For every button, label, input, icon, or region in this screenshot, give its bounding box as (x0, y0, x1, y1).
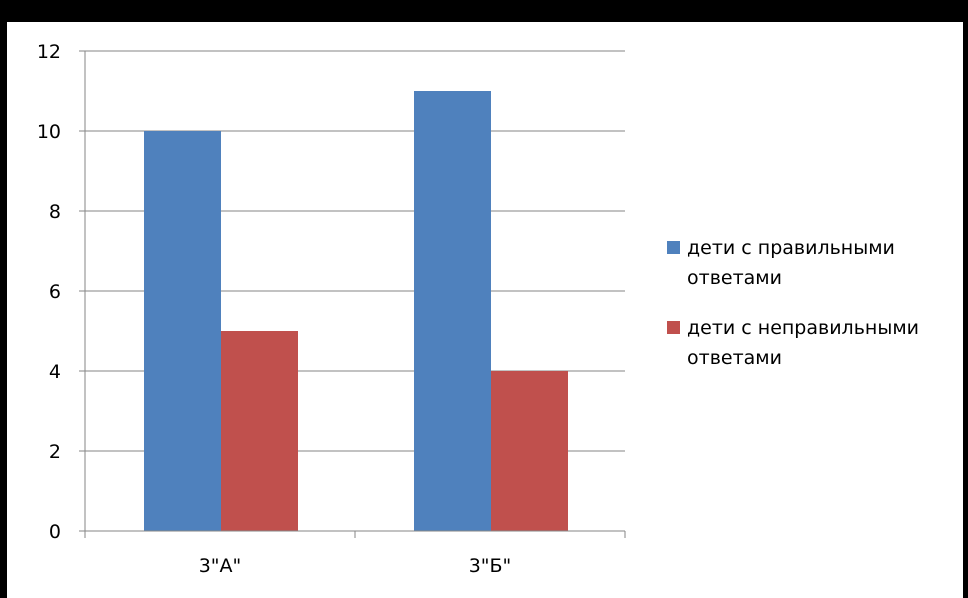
bar-correct-0 (144, 131, 221, 531)
legend-label: дети с правильными ответами (687, 237, 895, 289)
legend-swatch (667, 321, 680, 334)
legend: дети с правильными ответами дети с неправи… (667, 237, 919, 369)
legend-label: дети с неправильными ответами (687, 317, 919, 369)
y-tick-label: 2 (49, 441, 61, 463)
x-tick-labels: 3"А" 3"Б" (199, 555, 512, 577)
bar-incorrect-0 (221, 331, 298, 531)
y-tick-label: 4 (49, 361, 61, 383)
y-tick-label: 6 (49, 281, 61, 303)
bar-incorrect-1 (491, 371, 568, 531)
x-tick-label: 3"Б" (469, 555, 512, 577)
y-tick-label: 0 (49, 521, 61, 543)
axes (79, 50, 626, 538)
y-tick-label: 12 (37, 41, 61, 63)
legend-swatch (667, 241, 680, 254)
y-tick-labels: 0 2 4 6 8 10 12 (37, 41, 61, 543)
y-tick-label: 8 (49, 201, 61, 223)
bars (144, 91, 568, 531)
bar-correct-1 (414, 91, 491, 531)
y-tick-label: 10 (37, 121, 61, 143)
x-tick-label: 3"А" (199, 555, 242, 577)
